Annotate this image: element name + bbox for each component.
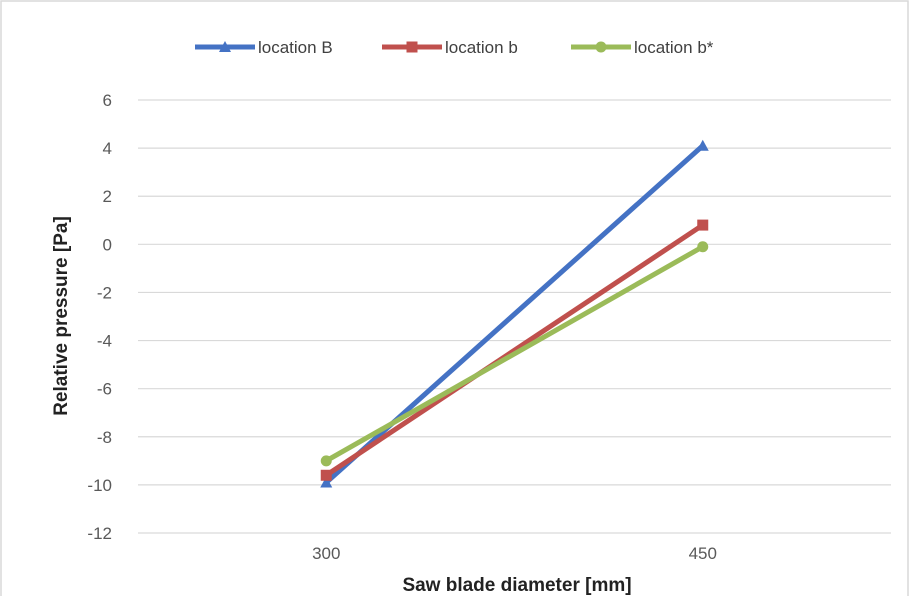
y-tick-label: -2 — [97, 283, 112, 302]
data-point — [320, 455, 332, 467]
legend-marker — [406, 41, 418, 53]
legend-label: location b — [445, 38, 518, 57]
legend-marker — [219, 41, 231, 52]
legend-marker — [595, 41, 607, 53]
legend: location B location b location b* — [195, 38, 714, 57]
y-tick-label: -12 — [87, 524, 112, 543]
series-lines — [320, 139, 709, 488]
data-point — [696, 139, 709, 151]
data-point — [320, 476, 333, 488]
series-line — [323, 222, 706, 478]
data-point — [697, 219, 709, 231]
series-location-b- — [320, 241, 709, 467]
y-tick-label: -4 — [97, 332, 112, 351]
y-tick-label: -8 — [97, 428, 112, 447]
data-point — [697, 241, 709, 253]
legend-label: location b* — [634, 38, 714, 57]
data-point — [320, 469, 332, 481]
x-axis-title: Saw blade diameter [mm] — [402, 575, 631, 596]
y-tick-labels: 6 4 2 0 -2 -4 -6 -8 -10 -12 — [87, 91, 112, 543]
y-tick-label: -6 — [97, 380, 112, 399]
y-tick-label: 2 — [103, 187, 112, 206]
y-tick-label: 6 — [103, 91, 112, 110]
x-tick-label: 300 — [312, 544, 340, 563]
x-tick-labels: 300 450 — [312, 544, 717, 563]
series-location-b — [320, 219, 709, 481]
y-tick-label: 4 — [103, 139, 112, 158]
gridlines — [138, 99, 891, 534]
y-tick-label: 0 — [103, 235, 112, 254]
y-tick-label: -10 — [87, 476, 112, 495]
legend-item: location b* — [571, 38, 714, 57]
y-axis-title: Relative pressure [Pa] — [51, 216, 72, 416]
x-tick-label: 450 — [689, 544, 717, 563]
legend-item: location b — [382, 38, 518, 57]
legend-label: location B — [258, 38, 333, 57]
legend-item: location B — [195, 38, 333, 57]
series-line — [323, 244, 706, 464]
